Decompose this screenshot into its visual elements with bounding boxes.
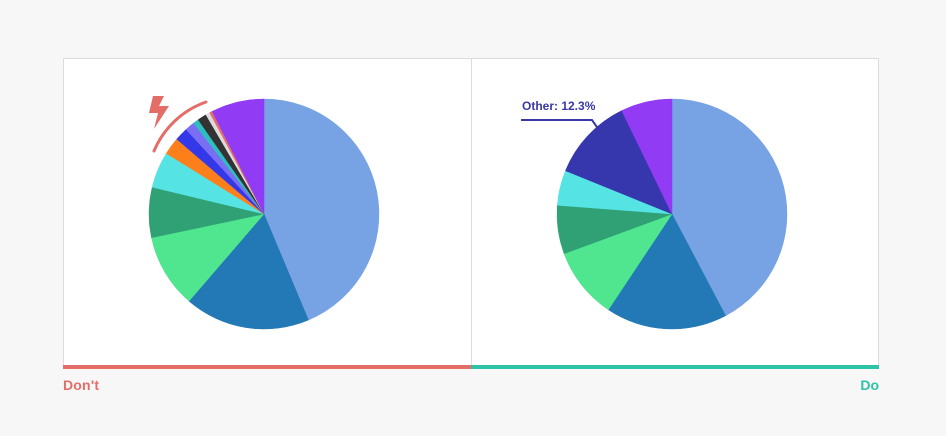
dont-underline-bar — [63, 365, 471, 369]
other-callout: Other: 12.3% — [521, 99, 600, 131]
pie-slice-13 — [211, 98, 265, 215]
dont-pie-chart — [148, 96, 380, 330]
do-slices — [556, 98, 788, 330]
callout-leader-line — [521, 119, 600, 131]
warning-marker — [149, 96, 208, 153]
do-underline-bar — [471, 365, 879, 369]
pie-slice-1 — [671, 98, 788, 317]
pie-slice-6 — [565, 110, 673, 215]
dont-label: Don't — [63, 377, 100, 393]
do-pie-chart: Other: 12.3% — [521, 98, 788, 330]
lightning-bolt-icon — [149, 96, 169, 129]
other-callout-label: Other: 12.3% — [522, 99, 596, 113]
panel-divider — [471, 58, 472, 366]
do-label: Do — [860, 377, 879, 393]
pie-slice-7 — [621, 98, 673, 215]
pie-slice-2 — [188, 213, 309, 330]
pie-slice-2 — [607, 213, 726, 330]
pie-slice-3 — [563, 213, 673, 311]
pie-slice-1 — [263, 98, 380, 321]
pie-slice-3 — [151, 213, 265, 302]
dont-slices — [148, 98, 380, 330]
warning-arc — [152, 100, 208, 153]
